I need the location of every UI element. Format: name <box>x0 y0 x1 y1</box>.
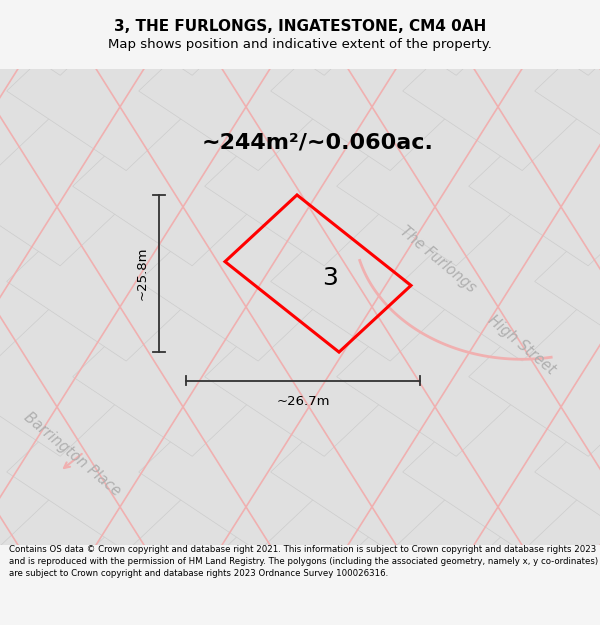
Polygon shape <box>337 0 587 76</box>
Polygon shape <box>139 0 389 171</box>
Text: 3: 3 <box>322 266 338 290</box>
Polygon shape <box>403 348 600 552</box>
Polygon shape <box>0 443 59 625</box>
Polygon shape <box>205 62 455 266</box>
Polygon shape <box>73 0 323 76</box>
Polygon shape <box>0 158 125 361</box>
Polygon shape <box>205 443 455 625</box>
Polygon shape <box>0 348 125 552</box>
Polygon shape <box>337 62 587 266</box>
Text: Map shows position and indicative extent of the property.: Map shows position and indicative extent… <box>108 38 492 51</box>
Text: ~26.7m: ~26.7m <box>276 395 330 408</box>
Polygon shape <box>0 62 191 266</box>
Polygon shape <box>535 158 600 361</box>
Polygon shape <box>271 538 521 625</box>
Polygon shape <box>0 443 191 625</box>
Polygon shape <box>7 348 257 552</box>
Polygon shape <box>139 348 389 552</box>
Text: The Furlongs: The Furlongs <box>397 223 479 295</box>
Text: Barrington Place: Barrington Place <box>21 410 123 499</box>
Polygon shape <box>469 253 600 456</box>
Polygon shape <box>271 348 521 552</box>
Polygon shape <box>0 0 59 76</box>
Polygon shape <box>7 0 257 171</box>
Polygon shape <box>535 348 600 552</box>
Polygon shape <box>205 0 455 76</box>
Polygon shape <box>535 538 600 625</box>
Text: 3, THE FURLONGS, INGATESTONE, CM4 0AH: 3, THE FURLONGS, INGATESTONE, CM4 0AH <box>114 19 486 34</box>
Polygon shape <box>7 158 257 361</box>
Text: High Street: High Street <box>485 312 559 378</box>
Polygon shape <box>403 158 600 361</box>
Polygon shape <box>271 0 521 171</box>
Polygon shape <box>271 158 521 361</box>
Polygon shape <box>0 253 191 456</box>
Polygon shape <box>535 0 600 171</box>
Polygon shape <box>469 443 600 625</box>
Text: ~25.8m: ~25.8m <box>135 247 148 300</box>
Polygon shape <box>0 0 191 76</box>
Polygon shape <box>0 538 125 625</box>
Polygon shape <box>469 0 600 76</box>
Polygon shape <box>0 62 59 266</box>
Polygon shape <box>469 62 600 266</box>
Polygon shape <box>139 158 389 361</box>
Text: Contains OS data © Crown copyright and database right 2021. This information is : Contains OS data © Crown copyright and d… <box>9 545 598 578</box>
Polygon shape <box>337 253 587 456</box>
Polygon shape <box>73 443 323 625</box>
Polygon shape <box>403 538 600 625</box>
Polygon shape <box>73 253 323 456</box>
Polygon shape <box>337 443 587 625</box>
Polygon shape <box>205 253 455 456</box>
Polygon shape <box>0 0 125 171</box>
Polygon shape <box>403 0 600 171</box>
Polygon shape <box>0 253 59 456</box>
Polygon shape <box>73 62 323 266</box>
Text: ~244m²/~0.060ac.: ~244m²/~0.060ac. <box>202 132 434 152</box>
Polygon shape <box>7 538 257 625</box>
Polygon shape <box>139 538 389 625</box>
